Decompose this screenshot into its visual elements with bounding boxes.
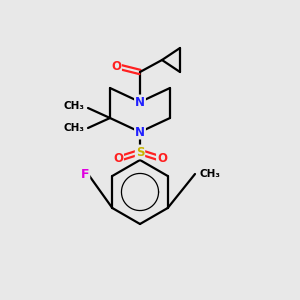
Text: N: N: [135, 95, 145, 109]
Text: F: F: [81, 167, 89, 181]
Text: S: S: [136, 146, 144, 158]
Text: CH₃: CH₃: [199, 169, 220, 179]
Text: O: O: [157, 152, 167, 166]
Text: CH₃: CH₃: [63, 101, 84, 111]
Text: O: O: [111, 59, 121, 73]
Text: N: N: [135, 125, 145, 139]
Text: CH₃: CH₃: [63, 123, 84, 133]
Text: O: O: [113, 152, 123, 166]
